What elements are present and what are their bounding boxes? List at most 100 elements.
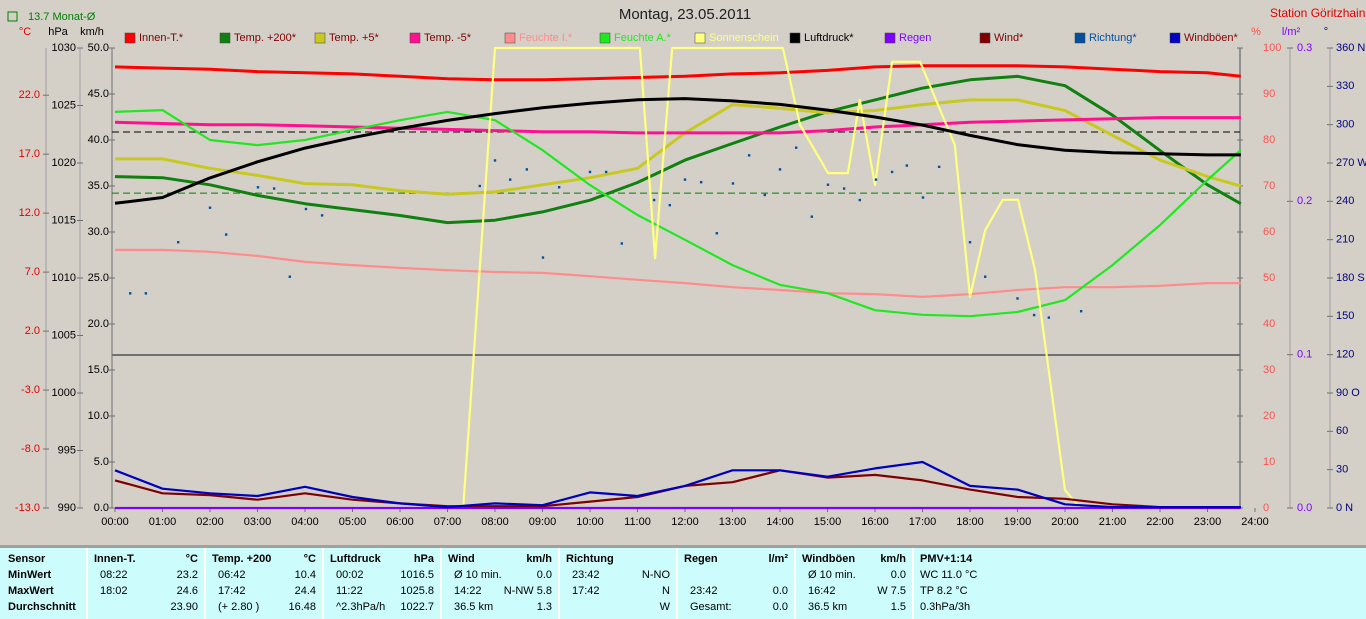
- y-tick-label: 1005: [52, 329, 76, 341]
- table-cell: 0.0: [890, 569, 906, 581]
- y-tick-label: -3.0: [21, 384, 40, 396]
- direction-dot: [304, 207, 308, 211]
- x-tick-label: 22:00: [1146, 516, 1174, 528]
- y-tick-label: 17.0: [19, 148, 40, 160]
- direction-dot: [890, 170, 894, 174]
- direction-dot: [810, 215, 814, 218]
- y-tick-label: 22.0: [19, 89, 40, 101]
- legend-swatch: [219, 32, 231, 44]
- direction-dot: [557, 186, 561, 189]
- table-cell: Gesamt:: [690, 601, 732, 613]
- group-unit: °C: [185, 553, 198, 565]
- table-cell: 16.48: [288, 601, 316, 613]
- row-label: Sensor: [8, 553, 46, 565]
- direction-dot: [652, 198, 656, 202]
- y-tick-label: 1015: [52, 214, 76, 226]
- group-unit: l/m²: [768, 553, 788, 565]
- x-tick-label: 23:00: [1194, 516, 1222, 528]
- direction-dot: [699, 180, 703, 184]
- series-line: [114, 116, 1241, 135]
- direction-dot: [320, 214, 324, 217]
- y-tick-label: 5.0: [94, 456, 109, 468]
- table-cell: 1.3: [536, 601, 552, 613]
- y-tick-label: 30: [1336, 464, 1348, 476]
- column-separator: [322, 548, 324, 619]
- table-cell: W: [659, 601, 670, 613]
- y-tick-label: 40.0: [88, 134, 109, 146]
- group-header: Windböen: [802, 553, 856, 565]
- group-header: Luftdruck: [330, 553, 381, 565]
- column-separator: [440, 548, 442, 619]
- legend-label: Temp. -5*: [424, 32, 472, 44]
- series-line: [115, 46, 1241, 510]
- y-tick-label: 20.0: [88, 318, 109, 330]
- legend-label: Feuchte I.*: [519, 32, 573, 44]
- legend-label: Windböen*: [1184, 32, 1239, 44]
- column-separator: [794, 548, 796, 619]
- direction-dot: [272, 187, 276, 190]
- table-cell: N: [662, 585, 670, 597]
- direction-dot: [129, 292, 132, 295]
- legend-label: Regen: [899, 32, 931, 44]
- y-tick-label: 1010: [52, 272, 76, 284]
- y-tick-label: 270 W: [1336, 157, 1366, 169]
- row-label: MaxWert: [8, 585, 54, 597]
- axis-unit: %: [1251, 26, 1261, 38]
- x-tick-label: 02:00: [196, 516, 224, 528]
- y-tick-label: 40: [1263, 318, 1275, 330]
- table-cell: 23.90: [170, 601, 198, 613]
- y-tick-label: 150: [1336, 310, 1354, 322]
- y-tick-label: 0.3: [1297, 42, 1312, 54]
- table-cell: 36.5 km: [808, 601, 848, 613]
- direction-dot: [858, 198, 861, 202]
- table-cell: 14:22: [454, 585, 482, 597]
- x-tick-label: 14:00: [766, 516, 794, 528]
- table-cell: 23:42: [690, 585, 718, 597]
- group-header: Regen: [684, 553, 718, 565]
- direction-dot: [747, 154, 751, 157]
- table-cell: 1025.8: [400, 585, 434, 597]
- y-tick-label: 210: [1336, 234, 1354, 246]
- y-tick-label: 50.0: [88, 42, 109, 54]
- table-cell: 06:42: [218, 569, 246, 581]
- y-tick-label: 35.0: [88, 180, 109, 192]
- legend-swatch: [124, 32, 136, 44]
- y-tick-label: 10.0: [88, 410, 109, 422]
- y-tick-label: 90 O: [1336, 387, 1360, 399]
- group-header: Temp. +200: [212, 553, 272, 565]
- y-tick-label: 30.0: [88, 226, 109, 238]
- axis-unit: l/m²: [1282, 26, 1301, 38]
- column-separator: [86, 548, 88, 619]
- y-tick-label: 60: [1263, 226, 1275, 238]
- y-tick-label: 0.0: [1297, 502, 1312, 514]
- table-cell: 24.6: [176, 585, 198, 597]
- series-line: [114, 74, 1242, 225]
- series-line: [114, 97, 1241, 205]
- direction-dot: [968, 241, 972, 244]
- table-cell: 00:02: [336, 569, 364, 581]
- group-unit: km/h: [526, 553, 552, 565]
- direction-dot: [778, 168, 782, 171]
- y-tick-label: 0 N: [1336, 502, 1353, 514]
- y-tick-label: 0.2: [1297, 195, 1312, 207]
- x-tick-label: 07:00: [434, 516, 462, 528]
- y-tick-label: 15.0: [88, 364, 109, 376]
- direction-dot: [937, 165, 941, 169]
- direction-dot: [208, 206, 212, 209]
- column-separator: [676, 548, 678, 619]
- legend-swatch: [979, 32, 991, 44]
- chart-title: Montag, 23.05.2011: [619, 6, 751, 23]
- table-cell: Ø 10 min.: [808, 569, 856, 581]
- series-line: [114, 64, 1241, 82]
- y-tick-label: 300: [1336, 119, 1354, 131]
- row-label: MinWert: [8, 569, 52, 581]
- group-unit: °C: [303, 553, 316, 565]
- table-cell: 0.0: [536, 569, 552, 581]
- table-cell: 0.0: [772, 585, 788, 597]
- series-line: [115, 248, 1241, 298]
- direction-dot: [493, 159, 497, 162]
- y-tick-label: 45.0: [88, 88, 109, 100]
- direction-dot: [763, 193, 766, 197]
- table-cell: 1.5: [890, 601, 906, 613]
- y-tick-label: 7.0: [25, 266, 40, 278]
